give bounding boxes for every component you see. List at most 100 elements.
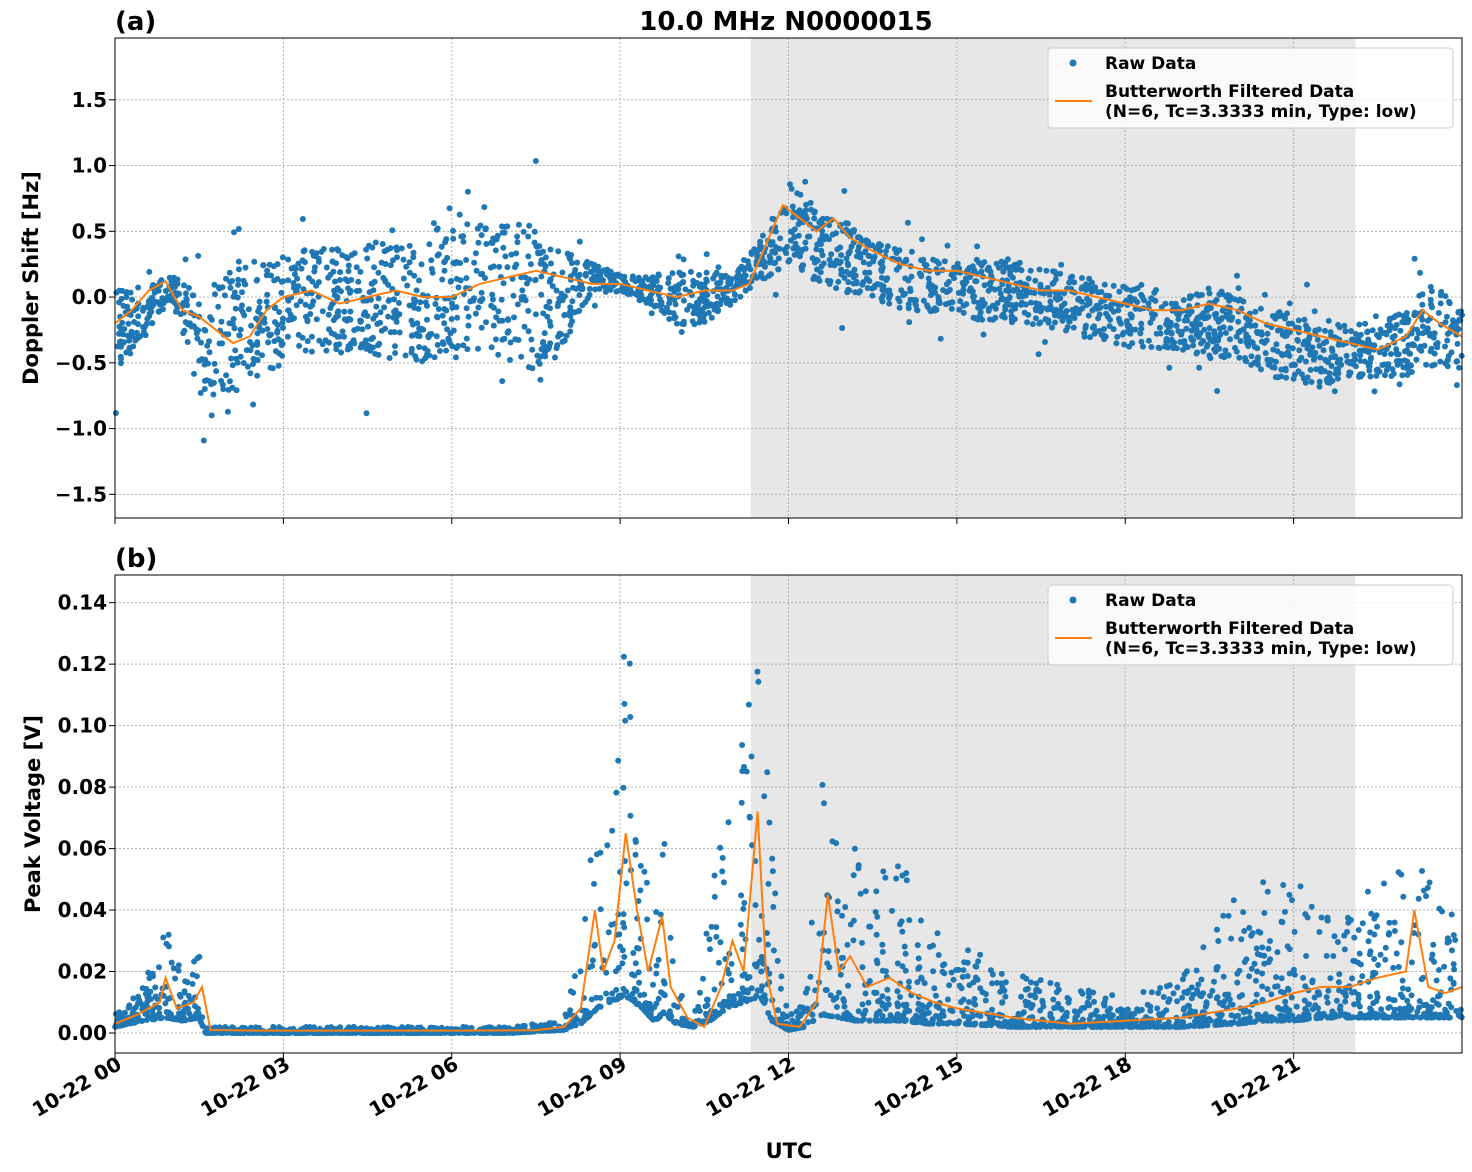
- panel-b-raw-point: [1023, 1002, 1030, 1009]
- panel-b-raw-point: [1188, 995, 1195, 1002]
- panel-b-raw-point: [650, 981, 656, 988]
- panel-a-raw-point: [1008, 308, 1015, 315]
- panel-a-raw-point: [546, 278, 553, 285]
- panel-a-raw-point: [1089, 307, 1096, 314]
- panel-a-raw-point: [1406, 350, 1413, 357]
- panel-b-raw-point: [836, 989, 842, 996]
- panel-b-raw-point: [1039, 997, 1046, 1004]
- panel-a-raw-point: [855, 289, 862, 296]
- panel-a-raw-point: [740, 272, 747, 279]
- panel-a-raw-point: [414, 332, 421, 339]
- panel-a-raw-point: [338, 288, 344, 295]
- panel-b-raw-point: [950, 976, 957, 983]
- panel-b-raw-point: [737, 921, 744, 928]
- panel-b-raw-point: [829, 838, 836, 845]
- panel-a-raw-point: [208, 316, 215, 323]
- panel-b-raw-point: [959, 973, 966, 980]
- panel-b-raw-point: [875, 998, 882, 1005]
- panel-a-raw-point: [335, 247, 342, 254]
- panel-b-raw-point: [644, 916, 651, 923]
- panel-a-raw-point: [493, 236, 500, 243]
- panel-a-raw-point: [1308, 379, 1315, 385]
- panel-a-raw-point: [1204, 341, 1211, 348]
- panel-b-raw-point: [1265, 959, 1272, 966]
- panel-b-raw-point: [170, 965, 177, 972]
- panel-a-raw-point: [761, 258, 768, 265]
- panel-a-raw-point: [1190, 337, 1197, 344]
- panel-b-raw-point: [1447, 975, 1454, 982]
- panel-a-raw-point: [162, 288, 169, 294]
- panel-a-raw-point: [1200, 348, 1207, 355]
- panel-a-raw-point: [254, 349, 261, 356]
- panel-a-raw-point: [529, 365, 536, 372]
- panel-b-raw-point: [899, 1014, 906, 1021]
- panel-a-raw-point: [1138, 325, 1145, 332]
- panel-b-raw-point: [1316, 929, 1323, 935]
- panel-a-raw-point: [1213, 296, 1220, 303]
- panel-b-raw-point: [1238, 936, 1245, 943]
- panel-a-raw-point: [555, 248, 562, 255]
- panel-b-raw-point: [1251, 960, 1258, 967]
- panel-a-raw-point: [845, 279, 852, 286]
- panel-a-raw-point: [382, 325, 389, 332]
- panel-a-raw-point: [1454, 358, 1461, 365]
- panel-a-raw-point: [1198, 340, 1205, 347]
- panel-a-y-tick-label-3: 0.0: [72, 285, 107, 309]
- panel-a-raw-point: [408, 349, 415, 356]
- panel-a-raw-point: [926, 280, 933, 287]
- panel-a-raw-point: [280, 278, 287, 285]
- panel-b-raw-point: [821, 800, 827, 807]
- panel-b-raw-point: [971, 996, 978, 1002]
- panel-b-raw-point: [1327, 975, 1334, 982]
- panel-a-raw-point: [1106, 292, 1113, 299]
- panel-a-raw-point: [1307, 366, 1314, 373]
- panel-b-raw-point: [845, 982, 852, 989]
- panel-b-raw-point: [177, 1013, 184, 1020]
- panel-a-legend-box: [1047, 47, 1454, 129]
- panel-a-raw-point: [500, 244, 507, 251]
- panel-a-raw-point: [1313, 366, 1320, 373]
- panel-a-raw-point: [540, 310, 547, 317]
- panel-a-raw-point: [1429, 304, 1435, 311]
- panel-b-raw-point: [834, 898, 841, 905]
- panel-a-raw-point: [878, 282, 884, 288]
- panel-a-raw-point: [416, 277, 422, 284]
- panel-a-raw-point: [1419, 316, 1426, 323]
- panel-a-raw-point: [960, 309, 967, 316]
- panel-a-raw-point: [191, 370, 197, 377]
- panel-a-raw-point: [564, 250, 571, 257]
- panel-a-raw-point: [682, 286, 689, 293]
- panel-a-raw-point: [416, 344, 423, 350]
- panel-b-raw-point: [168, 959, 175, 966]
- panel-a-raw-point: [455, 284, 462, 291]
- panel-a-raw-point: [678, 329, 685, 335]
- panel-a-raw-point: [531, 239, 538, 246]
- panel-a-raw-point: [1381, 351, 1388, 357]
- panel-a-raw-point: [1359, 340, 1366, 346]
- panel-a-raw-point: [1252, 308, 1259, 315]
- panel-b-raw-point: [1373, 912, 1380, 919]
- panel-a-raw-point: [254, 330, 261, 337]
- panel-a-raw-point: [918, 273, 925, 280]
- panel-b-raw-point: [1124, 1006, 1131, 1013]
- panel-b-raw-point: [1254, 1011, 1261, 1018]
- panel-b-raw-point: [725, 819, 732, 826]
- panel-b-raw-point: [1391, 928, 1398, 934]
- panel-a-raw-point: [1424, 325, 1431, 332]
- panel-a-raw-point: [766, 253, 773, 260]
- panel-a-raw-point: [1096, 328, 1103, 334]
- panel-a-raw-point: [213, 368, 220, 375]
- panel-a-raw-point: [1148, 310, 1155, 317]
- panel-a-raw-point: [239, 302, 245, 309]
- panel-a-raw-point: [482, 226, 489, 233]
- panel-b-raw-point: [1236, 993, 1243, 1000]
- panel-a-raw-point: [787, 181, 793, 188]
- panel-a-raw-point: [272, 319, 278, 326]
- panel-a-raw-point: [1024, 319, 1031, 326]
- panel-a-raw-point: [1373, 367, 1380, 374]
- panel-a-raw-point: [542, 254, 549, 261]
- panel-a-raw-point: [1310, 356, 1317, 363]
- panel-b-raw-point: [851, 845, 858, 852]
- panel-a-raw-point: [183, 295, 190, 302]
- panel-a-raw-point: [696, 319, 703, 326]
